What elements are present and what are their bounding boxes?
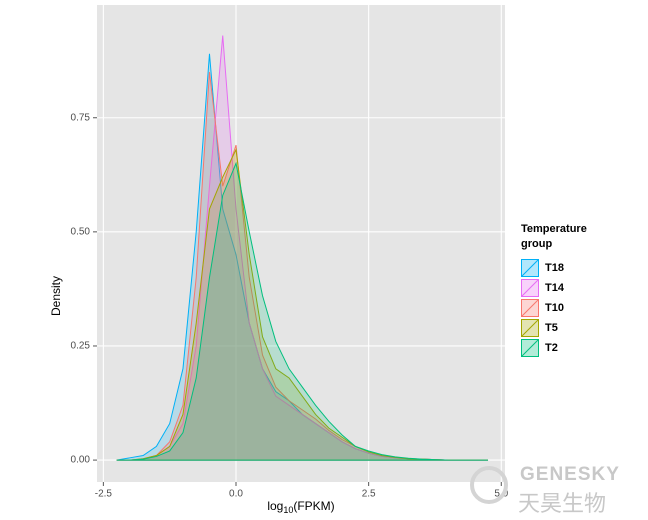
legend-label: T2 xyxy=(545,342,558,354)
legend-item: T2 xyxy=(521,338,611,358)
legend-key xyxy=(521,339,539,357)
legend-item: T10 xyxy=(521,298,611,318)
x-axis-title: log10(FPKM) xyxy=(267,499,334,515)
x-tick-label: 2.5 xyxy=(362,489,376,500)
legend-line xyxy=(521,319,539,337)
y-tick-label: 0.50 xyxy=(71,227,91,238)
y-tick-label: 0.25 xyxy=(71,341,91,352)
x-tick-label: -2.5 xyxy=(95,489,113,500)
legend-item: T14 xyxy=(521,278,611,298)
y-tick-label: 0.00 xyxy=(71,455,91,466)
x-title-part: log xyxy=(267,499,283,513)
legend-key xyxy=(521,299,539,317)
legend-line xyxy=(521,339,539,357)
plot-background xyxy=(97,5,505,482)
density-area xyxy=(116,161,489,461)
legend-item: T18 xyxy=(521,258,611,278)
legend-line xyxy=(521,299,539,317)
legend: Temperature group T18 T14 T10 T5 T2 xyxy=(521,222,611,358)
legend-key xyxy=(521,319,539,337)
watermark: GENESKY 天昊生物 xyxy=(470,464,620,518)
x-title-subscript: 10 xyxy=(283,505,293,515)
legend-label: T14 xyxy=(545,282,564,294)
legend-label: T18 xyxy=(545,262,564,274)
legend-item: T5 xyxy=(521,318,611,338)
legend-key xyxy=(521,279,539,297)
legend-line xyxy=(521,259,539,277)
x-title-part: (FPKM) xyxy=(293,499,334,513)
watermark-en: GENESKY xyxy=(520,464,620,485)
y-axis-title: Density xyxy=(49,276,63,316)
legend-label: T10 xyxy=(545,302,564,314)
legend-line xyxy=(521,279,539,297)
watermark-logo xyxy=(470,466,508,504)
legend-items: T18 T14 T10 T5 T2 xyxy=(521,258,611,358)
watermark-cn: 天昊生物 xyxy=(518,491,607,516)
legend-label: T5 xyxy=(545,322,558,334)
legend-key xyxy=(521,259,539,277)
x-tick-label: 0.0 xyxy=(229,489,243,500)
legend-title: Temperature group xyxy=(521,223,587,250)
y-tick-label: 0.75 xyxy=(71,112,91,123)
